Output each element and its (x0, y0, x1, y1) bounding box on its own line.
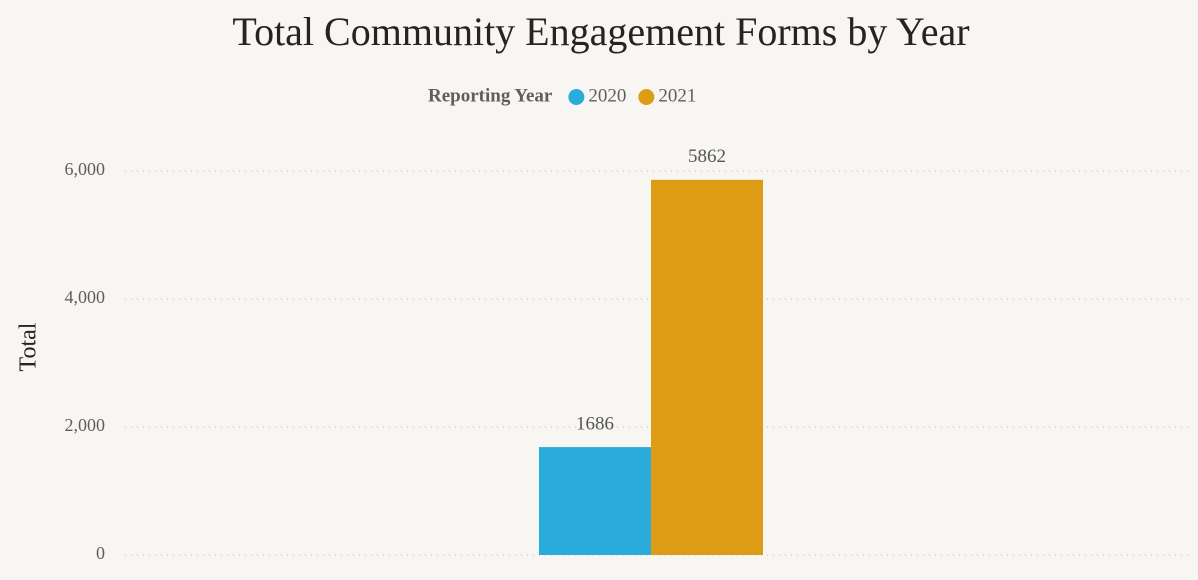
legend-title: Reporting Year (428, 85, 553, 106)
legend-swatch (568, 89, 585, 105)
bar (539, 447, 651, 555)
data-label: 1686 (576, 413, 614, 434)
y-tick-label: 0 (96, 543, 105, 563)
data-label: 5862 (688, 146, 726, 167)
legend-label: 2021 (658, 85, 696, 106)
legend-swatch (638, 89, 655, 105)
legend-label: 2020 (588, 85, 626, 106)
y-tick-label: 6,000 (65, 159, 106, 179)
y-tick-label: 2,000 (65, 415, 106, 435)
bar (651, 179, 763, 555)
y-axis-label: Total (16, 322, 42, 371)
chart-title: Total Community Engagement Forms by Year (232, 9, 969, 54)
y-tick-label: 4,000 (65, 287, 106, 307)
